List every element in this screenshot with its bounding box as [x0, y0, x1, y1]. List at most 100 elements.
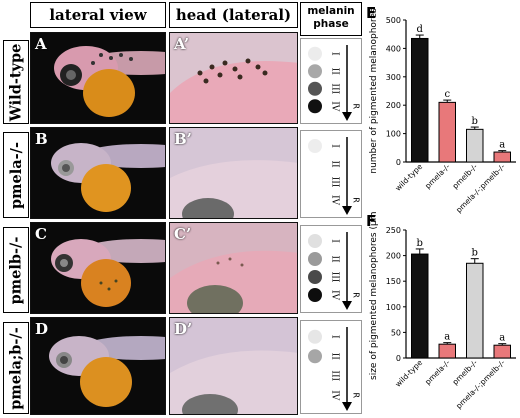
significance-letter: b — [472, 248, 478, 259]
bar — [493, 151, 511, 163]
significance-letter: b — [417, 238, 423, 249]
header-head-lateral: head (lateral) — [169, 2, 298, 28]
head-drawing — [170, 223, 297, 313]
phase-numeral: IV — [330, 290, 340, 301]
phase-dot — [308, 81, 322, 96]
x-tick-label: pmela-/-;pmelb-/- — [454, 358, 507, 411]
y-tick-label: 200 — [386, 101, 401, 110]
phase-dot — [308, 234, 322, 248]
y-tick-label: 100 — [386, 303, 401, 312]
photo-wildtype-lateral: A — [30, 32, 166, 124]
phase-numeral: II — [330, 353, 340, 361]
panel-tag-C: C — [35, 225, 47, 243]
phase-strip-double: I II III IV R — [300, 320, 362, 414]
chart-melanophore-size: 0 50 100 150 200 250 size of pigmented melanop… — [369, 212, 516, 411]
significance-letter: a — [499, 140, 505, 151]
phase-numeral: III — [330, 83, 340, 94]
head-drawing — [170, 128, 297, 218]
phase-arrow-head — [342, 112, 352, 121]
phase-numeral: IV — [330, 390, 340, 401]
bar — [466, 262, 484, 359]
phase-dot — [308, 64, 322, 79]
bar — [438, 343, 456, 359]
phase-strip-pmela: I II III IV R — [300, 130, 362, 218]
phase-dot — [308, 139, 322, 153]
larva-drawing — [54, 46, 165, 117]
larva-drawing — [51, 143, 165, 212]
phase-strip-pmelb: I II III IV R — [300, 225, 362, 313]
phase-dot — [308, 99, 322, 114]
panel-tag-C-prime: C’ — [174, 225, 192, 243]
bar — [466, 128, 484, 163]
larva-drawing — [51, 239, 165, 307]
chart-melanophore-count: 0 100 200 300 400 500 number of pigmented mela… — [369, 8, 516, 214]
significance-letter: b — [472, 116, 478, 127]
panel-tag-E: E — [366, 4, 377, 22]
y-tick-label: 250 — [386, 226, 401, 235]
photo-wildtype-head: A’ — [169, 32, 298, 124]
x-tick-label: pmela-/- — [423, 162, 452, 191]
y-tick-label: 200 — [386, 252, 401, 261]
panel-tag-A: A — [35, 35, 47, 53]
phase-arrow-head — [342, 206, 352, 215]
phase-numeral: IV — [330, 195, 340, 206]
phase-numeral: III — [330, 370, 340, 381]
phase-dot — [308, 329, 322, 344]
y-tick-label: 150 — [386, 277, 401, 286]
photo-double-head: D’ — [169, 317, 298, 415]
bar — [411, 253, 429, 359]
phase-end-label: R — [352, 103, 361, 109]
y-tick-label: 500 — [386, 16, 401, 25]
row-label-double: pmela;b-/- — [3, 322, 29, 414]
phase-numeral: I — [330, 52, 340, 56]
photo-pmelb-lateral: C — [30, 222, 166, 314]
y-axis-label: number of pigmented melanophores — [369, 8, 379, 174]
photo-double-lateral: D — [30, 317, 166, 415]
y-tick-label: 300 — [386, 73, 401, 82]
y-tick-label: 400 — [386, 44, 401, 53]
bar — [438, 101, 456, 163]
phase-numeral: III — [330, 177, 340, 188]
phase-arrow-head — [342, 301, 352, 310]
panel-tag-A-prime: A’ — [174, 35, 190, 53]
phase-numeral: III — [330, 272, 340, 283]
photo-pmelb-head: C’ — [169, 222, 298, 314]
significance-letter: c — [444, 89, 450, 100]
phase-end-label: R — [352, 292, 361, 298]
phase-numeral: II — [330, 68, 340, 76]
panel-tag-D: D — [35, 320, 49, 338]
larva-drawing — [49, 336, 165, 407]
head-drawing — [170, 318, 297, 414]
phase-numeral: I — [330, 239, 340, 243]
phase-dot — [308, 288, 322, 302]
row-label-pmela: pmela-/- — [3, 132, 29, 218]
x-tick-label: pmela-/- — [423, 358, 452, 387]
phase-dot — [308, 270, 322, 284]
significance-letter: a — [499, 333, 505, 344]
head-drawing — [170, 33, 297, 123]
phase-dot — [308, 252, 322, 266]
significance-letter: d — [417, 24, 424, 35]
row-label-pmelb: pmelb-/- — [3, 227, 29, 313]
panel-tag-B: B — [35, 130, 48, 148]
photo-pmela-head: B’ — [169, 127, 298, 219]
phase-numeral: II — [330, 160, 340, 168]
phase-dot — [308, 349, 322, 364]
panel-tag-F: F — [366, 212, 377, 230]
phase-end-label: R — [352, 197, 361, 203]
phase-end-label: R — [352, 392, 361, 398]
y-tick-label: 0 — [396, 158, 401, 167]
phase-numeral: II — [330, 255, 340, 263]
panel-tag-D-prime: D’ — [174, 320, 193, 338]
row-label-wildtype: Wild-type — [3, 40, 29, 124]
significance-letter: a — [444, 332, 450, 343]
phase-numeral: IV — [330, 101, 340, 112]
phase-numeral: I — [330, 335, 340, 339]
y-axis-label: size of pigmented melanophores (μm) — [369, 212, 379, 380]
header-lateral-view: lateral view — [30, 2, 166, 28]
y-tick-label: 0 — [396, 354, 401, 363]
x-tick-label: pmela-/-;pmelb-/- — [454, 162, 507, 214]
y-tick-label: 100 — [386, 130, 401, 139]
y-tick-label: 50 — [391, 328, 401, 337]
bar — [493, 344, 511, 359]
